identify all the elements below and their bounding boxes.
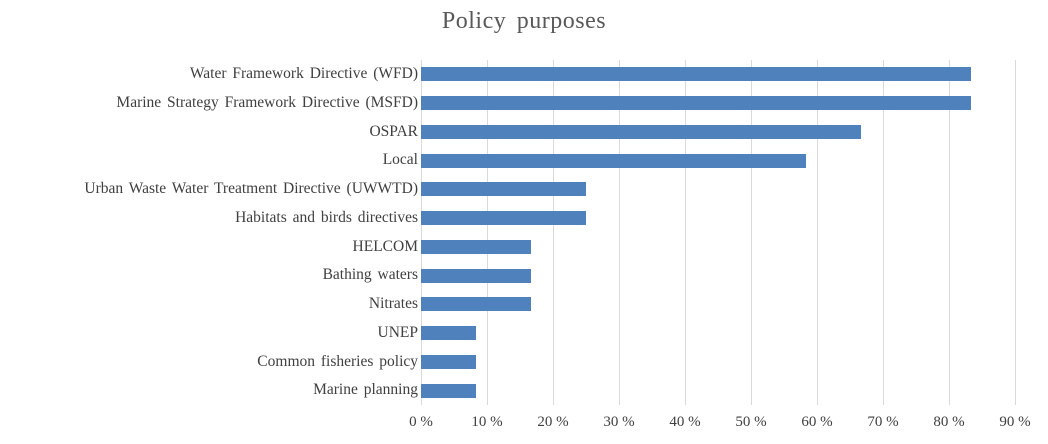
x-tick-label: 40 %	[669, 414, 701, 430]
gridline	[949, 60, 950, 405]
x-tick-label: 70 %	[867, 414, 899, 430]
bar	[421, 153, 806, 168]
category-label: OSPAR	[369, 122, 418, 140]
category-label: Nitrates	[368, 295, 418, 312]
bar	[421, 67, 971, 82]
category-label: Common fisheries policy	[257, 352, 418, 370]
category-axis: Water Framework Directive (WFD) Marine St…	[0, 60, 418, 405]
gridline	[1015, 60, 1016, 405]
bar	[421, 326, 476, 341]
category-label: Local	[382, 151, 418, 169]
bar	[421, 239, 532, 254]
gridline	[751, 60, 752, 405]
x-tick-label: 80 %	[933, 414, 965, 430]
category-label: Marine planning	[313, 381, 418, 399]
bar	[421, 211, 586, 226]
x-tick-label: 60 %	[801, 414, 833, 430]
x-tick-label: 0 %	[409, 414, 433, 430]
chart-title: Policy purposes	[441, 8, 607, 34]
x-axis: 0 % 10 % 20 % 30 % 40 % 50 % 60 % 70 % 80 % 90 %	[0, 414, 1048, 438]
category-label: Bathing waters	[322, 266, 418, 284]
gridline	[421, 60, 422, 405]
bar	[421, 354, 476, 369]
category-label: Marine Strategy Framework Directive (MSF…	[116, 93, 418, 111]
gridline	[487, 60, 488, 405]
x-tick-label: 90 %	[999, 414, 1031, 430]
plot-area	[421, 60, 1016, 405]
gridline	[553, 60, 554, 405]
category-label: Habitats and birds directives	[235, 208, 418, 226]
bar	[421, 96, 971, 111]
gridline	[817, 60, 818, 405]
category-label: Water Framework Directive (WFD)	[189, 65, 418, 82]
x-tick-label: 50 %	[735, 414, 767, 430]
gridline	[883, 60, 884, 405]
x-tick-label: 10 %	[471, 414, 503, 430]
bar	[421, 297, 532, 312]
bar	[421, 124, 862, 139]
category-label: HELCOM	[352, 237, 418, 255]
x-tick-label: 30 %	[603, 414, 635, 430]
category-label: Urban Waste Water Treatment Directive (U…	[84, 180, 418, 197]
bar	[421, 182, 586, 197]
bar	[421, 268, 532, 283]
gridline	[619, 60, 620, 405]
category-label: UNEP	[377, 323, 418, 341]
gridline	[685, 60, 686, 405]
x-tick-label: 20 %	[537, 414, 569, 430]
bar	[421, 383, 476, 398]
